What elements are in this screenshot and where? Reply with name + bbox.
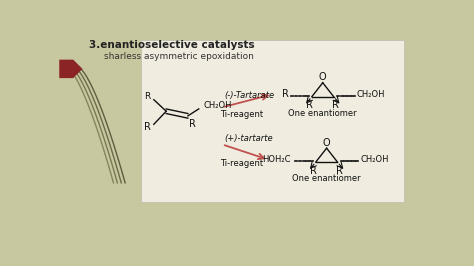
Text: CH₂OH: CH₂OH (203, 101, 232, 110)
Text: O: O (319, 72, 327, 82)
Text: R: R (282, 89, 289, 99)
Text: R: R (145, 92, 151, 101)
Text: R: R (337, 165, 343, 176)
Text: (-)-Tartarate: (-)-Tartarate (224, 91, 274, 100)
FancyBboxPatch shape (141, 40, 404, 202)
Polygon shape (59, 60, 82, 78)
Text: CH₂OH: CH₂OH (357, 90, 385, 99)
Text: R: R (306, 100, 313, 110)
Text: (+)-tartarte: (+)-tartarte (224, 134, 273, 143)
Text: R: R (189, 119, 196, 129)
Text: Ti-reagent: Ti-reagent (220, 110, 264, 119)
Text: One enantiomer: One enantiomer (289, 109, 357, 118)
Text: Ti-reagent: Ti-reagent (219, 159, 263, 168)
Text: One enantiomer: One enantiomer (292, 174, 361, 184)
Text: 3.enantioselective catalysts: 3.enantioselective catalysts (89, 40, 255, 50)
Text: O: O (323, 138, 330, 148)
Text: CH₂OH: CH₂OH (361, 155, 389, 164)
Text: R: R (332, 100, 339, 110)
Text: sharless asymmetric epoxidation: sharless asymmetric epoxidation (104, 52, 254, 61)
Text: R: R (144, 122, 151, 132)
Text: R: R (310, 165, 317, 176)
Text: HOH₂C: HOH₂C (263, 155, 291, 164)
